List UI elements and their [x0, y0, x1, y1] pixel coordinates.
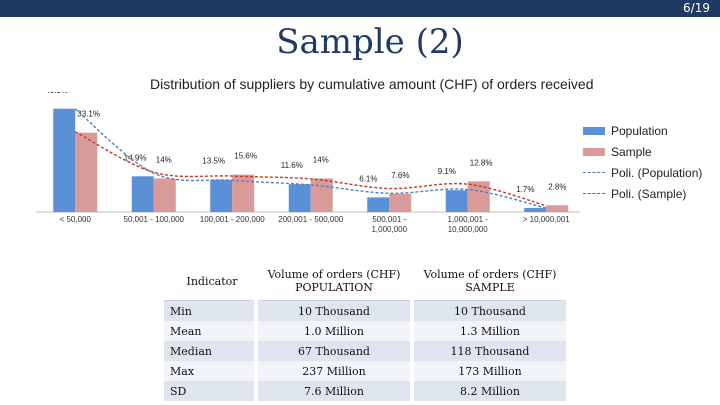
bar-population	[524, 207, 547, 212]
chart-legend: Population Sample Poli. (Population) Pol…	[583, 120, 702, 204]
data-label-sample: 14%	[156, 155, 172, 164]
legend-item-poly-sample: Poli. (Sample)	[583, 183, 702, 204]
data-label-sample: 14%	[313, 155, 329, 164]
data-label-population: 6.1%	[359, 174, 377, 183]
x-tick-label: > 10,000,001	[523, 215, 570, 224]
bar-sample	[232, 174, 255, 212]
data-label-sample: 2.8%	[548, 182, 566, 191]
legend-swatch-population	[583, 126, 605, 135]
legend-swatch-sample	[583, 147, 605, 156]
bar-population	[288, 184, 311, 212]
row-sample-value: 118 Thousand	[410, 341, 566, 361]
row-sample-value: 1.3 Million	[410, 321, 566, 341]
legend-item-sample: Sample	[583, 141, 702, 162]
header-indicator: Indicator	[164, 262, 256, 301]
x-tick-label: 500,001 -	[372, 215, 406, 224]
table-row: SD 7.6 Million 8.2 Million	[164, 381, 566, 401]
legend-label-population: Population	[611, 123, 668, 138]
top-bar: 6/19	[0, 0, 720, 17]
table-header-row: Indicator Volume of orders (CHF) POPULAT…	[164, 262, 566, 301]
row-population-value: 67 Thousand	[254, 341, 412, 361]
stats-table: Indicator Volume of orders (CHF) POPULAT…	[164, 262, 566, 401]
row-indicator: Median	[164, 341, 256, 361]
bar-population	[367, 197, 390, 212]
bar-sample	[75, 132, 98, 212]
data-label-population: 1.7%	[516, 185, 534, 194]
data-label-sample: 33.1%	[77, 110, 100, 119]
data-label-population: 43.1%	[45, 92, 68, 95]
x-tick-label: 200,001 - 500,000	[278, 215, 343, 224]
bar-population	[210, 179, 233, 212]
bar-sample	[546, 205, 569, 212]
row-population-value: 237 Million	[254, 361, 412, 381]
x-tick-label: 10,000,000	[448, 225, 489, 234]
data-label-population: 9.1%	[438, 167, 456, 176]
row-sample-value: 8.2 Million	[410, 381, 566, 401]
bar-sample	[310, 178, 333, 212]
legend-line-poly-sample	[583, 193, 605, 194]
row-sample-value: 173 Million	[410, 361, 566, 381]
legend-label-sample: Sample	[611, 144, 652, 159]
x-tick-label: 50,001 - 100,000	[124, 215, 185, 224]
data-label-sample: 15.6%	[234, 152, 257, 161]
legend-line-poly-population	[583, 172, 605, 173]
row-indicator: Max	[164, 361, 256, 381]
row-indicator: Min	[164, 300, 256, 321]
x-tick-label: 1,000,000	[371, 225, 407, 234]
table-row: Min 10 Thousand 10 Thousand	[164, 300, 566, 321]
table-row: Mean 1.0 Million 1.3 Million	[164, 321, 566, 341]
table-row: Max 237 Million 173 Million	[164, 361, 566, 381]
bar-population	[131, 176, 154, 212]
row-indicator: SD	[164, 381, 256, 401]
data-label-sample: 12.8%	[470, 158, 493, 167]
row-indicator: Mean	[164, 321, 256, 341]
bar-population	[445, 190, 468, 212]
bar-population	[53, 108, 76, 212]
bar-chart: 43.1% 33.1% < 50,000 14.9% 14% 50,001 - 100,0…	[36, 92, 580, 234]
legend-item-poly-population: Poli. (Population)	[583, 162, 702, 183]
bar-sample	[153, 178, 176, 212]
bar-sample	[389, 193, 412, 212]
x-tick-label: < 50,000	[60, 215, 92, 224]
legend-label-poly-sample: Poli. (Sample)	[611, 186, 687, 201]
chart-title: Distribution of suppliers by cumulative …	[150, 76, 594, 92]
x-tick-label: 100,001 - 200,000	[200, 215, 265, 224]
row-population-value: 7.6 Million	[254, 381, 412, 401]
trendline-poli---population-	[74, 108, 547, 209]
trendline-poli---sample-	[74, 131, 547, 207]
table-row: Median 67 Thousand 118 Thousand	[164, 341, 566, 361]
data-label-population: 13.5%	[202, 157, 225, 166]
slide-title: Sample (2)	[276, 22, 464, 62]
x-tick-label: 1,000,001 -	[448, 215, 489, 224]
data-label-population: 11.6%	[281, 161, 303, 170]
data-label-sample: 7.6%	[391, 171, 409, 180]
header-population: Volume of orders (CHF) POPULATION	[254, 262, 412, 301]
row-population-value: 10 Thousand	[254, 300, 412, 321]
header-sample: Volume of orders (CHF) SAMPLE	[410, 262, 566, 301]
row-population-value: 1.0 Million	[254, 321, 412, 341]
legend-label-poly-population: Poli. (Population)	[611, 165, 703, 180]
bar-sample	[467, 181, 490, 212]
legend-item-population: Population	[583, 120, 702, 141]
row-sample-value: 10 Thousand	[410, 300, 566, 321]
data-label-population: 14.9%	[124, 153, 147, 162]
page-number: 6/19	[683, 1, 710, 15]
